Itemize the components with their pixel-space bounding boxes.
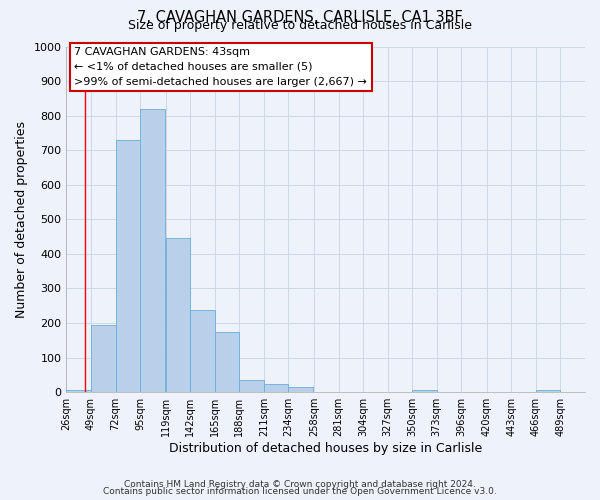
Bar <box>190 310 215 392</box>
Bar <box>412 390 437 392</box>
Text: 7 CAVAGHAN GARDENS: 43sqm
← <1% of detached houses are smaller (5)
>99% of semi-: 7 CAVAGHAN GARDENS: 43sqm ← <1% of detac… <box>74 47 367 87</box>
Text: 7, CAVAGHAN GARDENS, CARLISLE, CA1 3BF: 7, CAVAGHAN GARDENS, CARLISLE, CA1 3BF <box>137 10 463 25</box>
Bar <box>91 325 116 392</box>
Text: Contains HM Land Registry data © Crown copyright and database right 2024.: Contains HM Land Registry data © Crown c… <box>124 480 476 489</box>
Bar <box>289 388 313 392</box>
X-axis label: Distribution of detached houses by size in Carlisle: Distribution of detached houses by size … <box>169 442 482 455</box>
Bar <box>215 332 239 392</box>
Bar <box>264 384 289 392</box>
Text: Size of property relative to detached houses in Carlisle: Size of property relative to detached ho… <box>128 19 472 32</box>
Bar <box>166 238 190 392</box>
Bar <box>116 140 140 392</box>
Bar <box>239 380 264 392</box>
Bar <box>536 390 560 392</box>
Bar <box>140 108 164 392</box>
Y-axis label: Number of detached properties: Number of detached properties <box>15 121 28 318</box>
Text: Contains public sector information licensed under the Open Government Licence v3: Contains public sector information licen… <box>103 487 497 496</box>
Bar <box>67 390 91 392</box>
